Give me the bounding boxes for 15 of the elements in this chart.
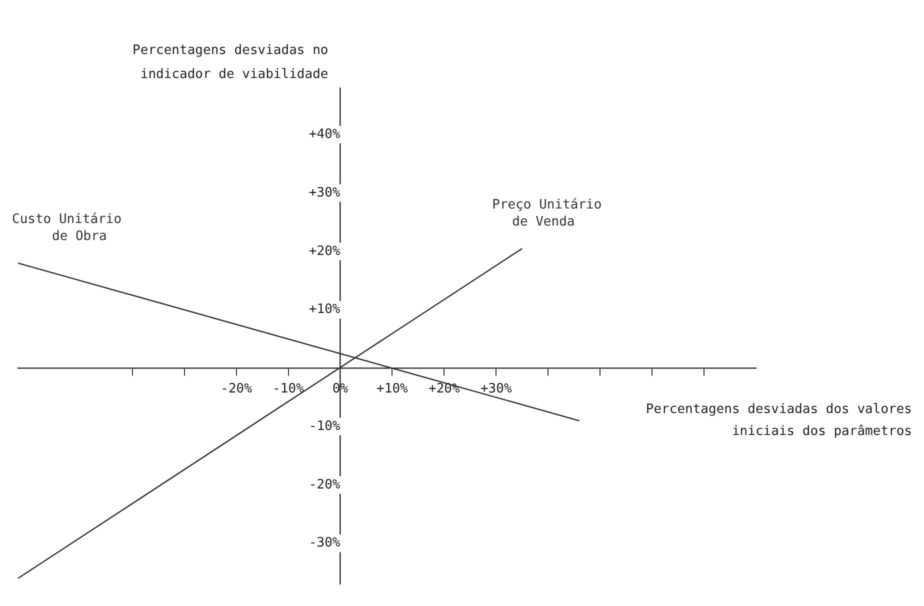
- x-axis-title: Percentagens desviadas dos valores iniciais dos parâmetros: [646, 402, 912, 440]
- x-tick-label: +10%: [376, 381, 408, 396]
- y-tick-label: -20%: [308, 477, 340, 492]
- x-tick-label: +30%: [480, 381, 512, 396]
- y-tick-label: +20%: [308, 244, 340, 259]
- series-label: Custo Unitário de Obra: [12, 212, 122, 244]
- text: Preço Unitário de Venda: [492, 198, 602, 230]
- y-tick-label: +10%: [308, 302, 340, 318]
- y-tick-label: -30%: [308, 536, 340, 551]
- y-tick-label: -10%: [308, 418, 340, 434]
- x-tick-label: -10%: [272, 381, 304, 396]
- x-tick-label: -20%: [220, 381, 252, 396]
- y-axis-title: Percentagens desviadas no indicador de viabilidade: [132, 43, 328, 82]
- y-tick-label: +30%: [308, 185, 340, 200]
- y-tick-label: +40%: [308, 127, 340, 142]
